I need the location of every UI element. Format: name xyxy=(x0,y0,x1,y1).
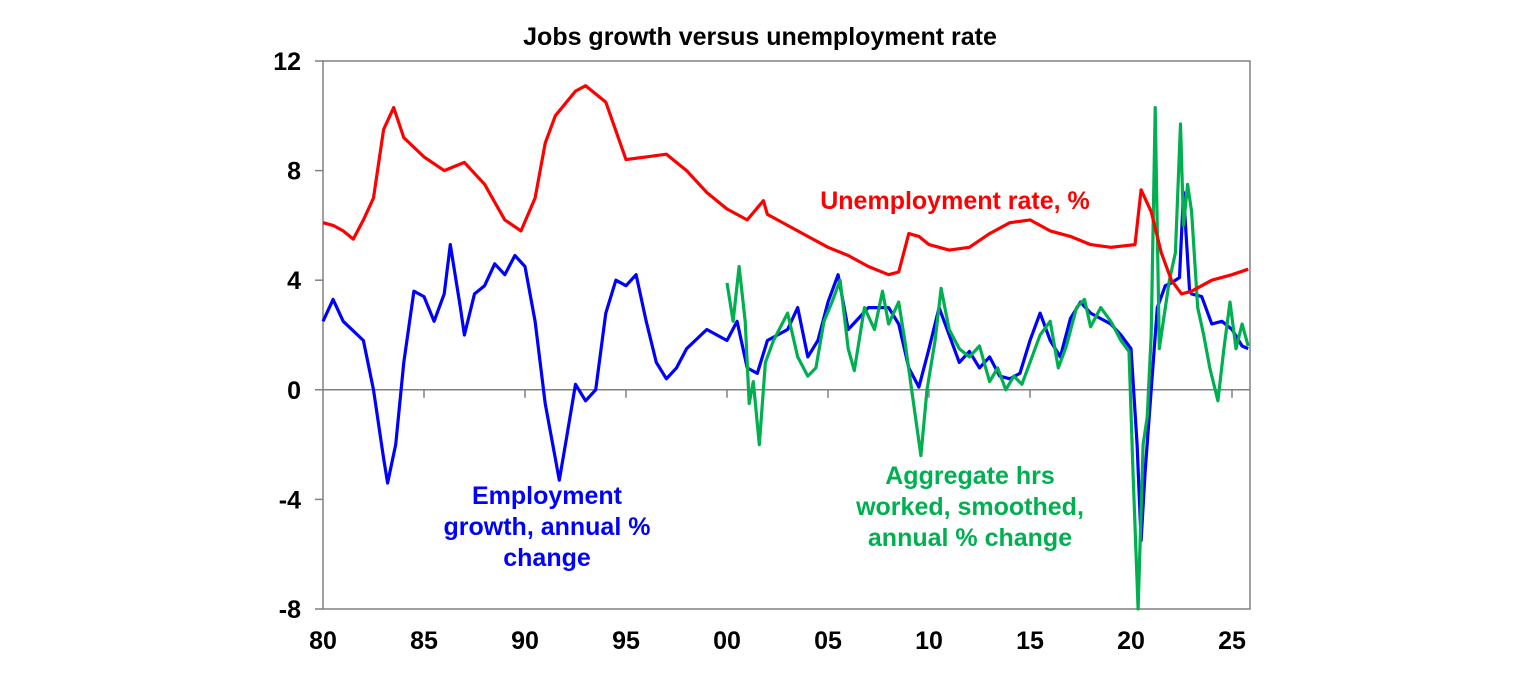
label-hours-line: Aggregate hrs xyxy=(885,462,1054,490)
label-hours-line: worked, smoothed, xyxy=(855,493,1084,521)
chart-title: Jobs growth versus unemployment rate xyxy=(523,23,997,51)
series-group xyxy=(321,84,1250,611)
x-tick-label: 90 xyxy=(511,627,539,655)
label-employment-line: growth, annual % xyxy=(444,513,651,541)
plot-frame xyxy=(322,60,1251,610)
y-tick-label: 4 xyxy=(287,267,301,295)
y-tick-label: 12 xyxy=(273,48,301,76)
x-tick-label: 10 xyxy=(915,627,943,655)
y-tick-label: 8 xyxy=(287,158,301,186)
y-tick-label: 0 xyxy=(287,377,301,405)
x-tick-label: 95 xyxy=(612,627,640,655)
x-tick-label: 85 xyxy=(410,627,438,655)
label-employment: Employment growth, annual % change xyxy=(444,482,651,572)
axes: 12 8 4 0 -4 -8 80 85 90 95 00 05 10 15 20 25 xyxy=(273,48,1251,655)
x-tick-label: 05 xyxy=(814,627,842,655)
employment-growth-line xyxy=(321,190,1249,543)
label-hours-line: annual % change xyxy=(868,524,1072,552)
x-tick-label: 25 xyxy=(1218,627,1246,655)
x-tick-label: 00 xyxy=(713,627,741,655)
unemployment-rate-line xyxy=(322,84,1249,296)
aggregate-hours-line xyxy=(725,106,1250,611)
y-tick-label: -8 xyxy=(279,596,301,624)
label-employment-line: Employment xyxy=(472,482,623,510)
label-hours: Aggregate hrs worked, smoothed, annual %… xyxy=(855,462,1084,552)
x-tick-label: 20 xyxy=(1117,627,1145,655)
x-tick-label: 80 xyxy=(309,627,337,655)
y-tick-label: -4 xyxy=(279,486,301,514)
label-unemployment: Unemployment rate, % xyxy=(820,187,1090,215)
x-tick-label: 15 xyxy=(1016,627,1044,655)
label-employment-line: change xyxy=(503,544,591,572)
